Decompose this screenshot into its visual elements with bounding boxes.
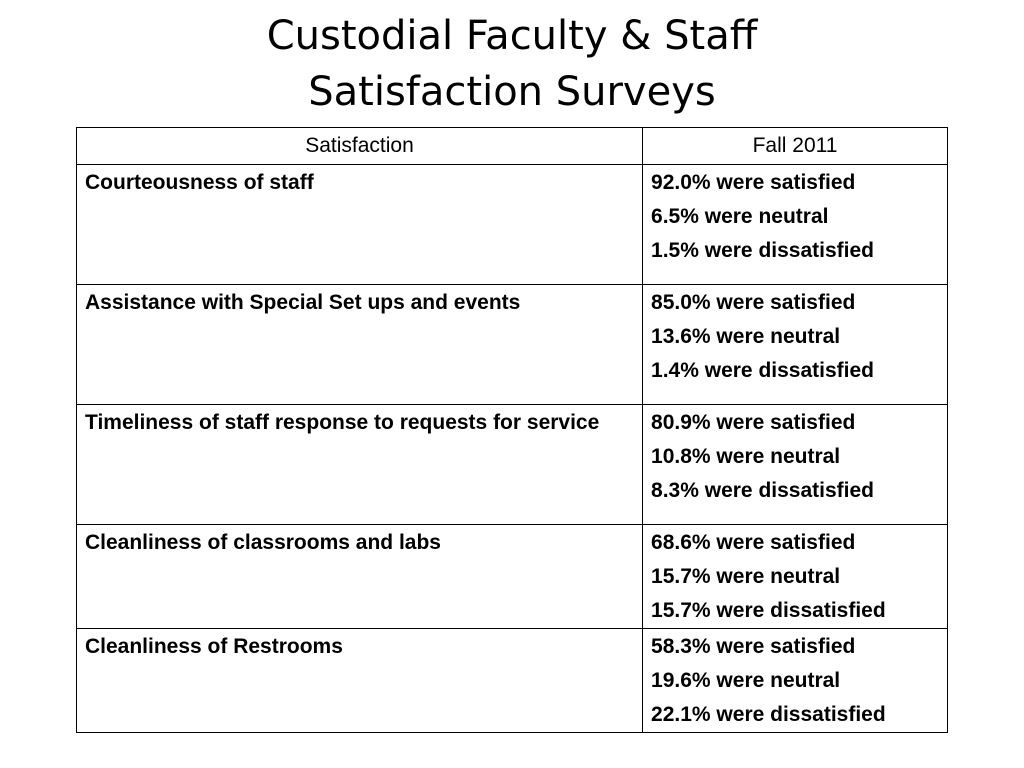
dissatisfied-value: 1.4% were dissatisfied [651, 359, 874, 382]
slide-title-line-2: Satisfaction Surveys [308, 69, 716, 115]
criterion-cell: Timeliness of staff response to requests… [75, 404, 644, 525]
table-row: Courteousness of staff 92.0% were satisf… [75, 164, 948, 285]
satisfied-value: 80.9% were satisfied [651, 411, 856, 434]
neutral-value: 10.8% were neutral [651, 445, 841, 468]
slide-title: Custodial Faculty & Staff Satisfaction S… [0, 8, 1024, 120]
criterion-cell: Assistance with Special Set ups and even… [75, 284, 644, 405]
dissatisfied-value: 22.1% were dissatisfied [651, 703, 886, 726]
result-cell: 58.3% were satisfied 19.6% were neutral … [642, 628, 948, 733]
column-header-fall-2011: Fall 2011 [642, 127, 948, 165]
dissatisfied-value: 8.3% were dissatisfied [651, 479, 874, 502]
result-cell: 92.0% were satisfied 6.5% were neutral 1… [642, 164, 948, 285]
column-header-satisfaction: Satisfaction [75, 127, 644, 165]
neutral-value: 19.6% were neutral [651, 669, 841, 692]
result-cell: 80.9% were satisfied 10.8% were neutral … [642, 404, 948, 525]
satisfied-value: 92.0% were satisfied [651, 171, 856, 194]
satisfied-value: 85.0% were satisfied [651, 291, 856, 314]
slide-title-line-1: Custodial Faculty & Staff [266, 13, 758, 59]
satisfied-value: 68.6% were satisfied [651, 531, 856, 554]
satisfied-value: 58.3% were satisfied [651, 635, 856, 658]
dissatisfied-value: 15.7% were dissatisfied [651, 599, 886, 622]
neutral-value: 15.7% were neutral [651, 565, 841, 588]
criterion-cell: Courteousness of staff [75, 164, 644, 285]
criterion-cell: Cleanliness of classrooms and labs [75, 524, 644, 629]
satisfaction-survey-table: Satisfaction Fall 2011 Courteousness of … [75, 127, 948, 733]
result-cell: 68.6% were satisfied 15.7% were neutral … [642, 524, 948, 629]
neutral-value: 6.5% were neutral [651, 205, 829, 228]
dissatisfied-value: 1.5% were dissatisfied [651, 239, 874, 262]
criterion-cell: Cleanliness of Restrooms [75, 628, 644, 733]
neutral-value: 13.6% were neutral [651, 325, 841, 348]
table-row: Timeliness of staff response to requests… [75, 404, 948, 525]
table-header-row: Satisfaction Fall 2011 [75, 127, 948, 165]
result-cell: 85.0% were satisfied 13.6% were neutral … [642, 284, 948, 405]
table-row: Assistance with Special Set ups and even… [75, 284, 948, 405]
table-row: Cleanliness of Restrooms 58.3% were sati… [75, 628, 948, 733]
table-row: Cleanliness of classrooms and labs 68.6%… [75, 524, 948, 629]
